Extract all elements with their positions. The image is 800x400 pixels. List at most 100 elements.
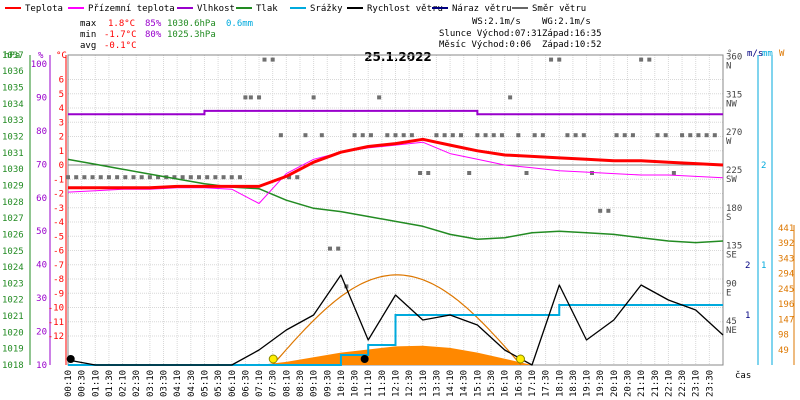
wind-direction-point [557, 57, 562, 62]
chart-axes: hPa% °C ° m/smm Wčas103710361035103410331032… [2, 49, 795, 397]
wind-direction-point [311, 95, 316, 100]
wind-direction-point [319, 133, 324, 138]
tick-celsius: -11 [48, 318, 64, 328]
tick-hpa: 1028 [2, 198, 24, 208]
solar-radiation-area [68, 345, 723, 365]
tick-time: 23:10 [692, 370, 702, 397]
wind-direction-point [704, 133, 709, 138]
wind-direction-point [401, 133, 406, 138]
tick-time: 10:10 [337, 370, 347, 397]
tick-mm: 1 [761, 261, 766, 271]
wind-direction-point [393, 133, 398, 138]
wind-direction-point [696, 133, 701, 138]
tick-time: 21:10 [637, 370, 647, 397]
wind-direction-point [131, 175, 136, 180]
tick-celsius: -2 [53, 190, 64, 200]
tick-ms: 2 [745, 261, 750, 271]
tick-celsius: 1 [59, 147, 64, 157]
wind-direction-point [524, 171, 529, 175]
tick-percent: 10 [36, 361, 47, 371]
legend-label: Přízemní teplota [88, 4, 175, 14]
wind-direction-point [639, 57, 644, 62]
axis-time-label: čas [735, 370, 751, 381]
tick-hpa: 1022 [2, 296, 24, 306]
stats-sun-rise: Slunce Východ:07:31 [439, 29, 542, 39]
wind-direction-point [508, 95, 513, 100]
legend-label: Srážky [310, 4, 343, 14]
tick-hpa: 1034 [2, 100, 24, 110]
wind-direction-point [680, 133, 685, 138]
wind-direction-point [248, 95, 253, 100]
wind-direction-point [459, 133, 463, 138]
wind-speed-line [67, 274, 724, 366]
tick-percent: 40 [36, 261, 47, 271]
wind-direction-point [278, 133, 283, 138]
wind-direction-point [532, 133, 537, 138]
tick-watt: 98 [778, 331, 789, 341]
axis-unit-celsius: °C [56, 51, 67, 61]
wind-direction-point [409, 133, 414, 138]
tick-celsius: 4 [59, 104, 64, 114]
tick-celsius: 2 [59, 133, 64, 143]
tick-hpa: 1030 [2, 165, 24, 175]
tick-direction-name: NE [726, 326, 737, 336]
tick-celsius: -8 [53, 275, 64, 285]
wind-direction-point [475, 133, 480, 138]
wind-direction-point [229, 175, 234, 180]
stats-moon-set: Západ:10:52 [542, 40, 602, 50]
tick-percent: 50 [36, 227, 47, 237]
wind-direction-point [213, 175, 218, 180]
legend-label: Směr větru [532, 4, 586, 14]
tick-percent: 100 [31, 60, 47, 70]
tick-percent: 80 [36, 127, 47, 137]
axis-unit-mm: mm [762, 49, 773, 59]
tick-time: 00:10 [64, 370, 74, 397]
wind-direction-point [188, 175, 193, 180]
axis-unit-percent: % [38, 51, 44, 61]
tick-time: 13:30 [432, 370, 442, 397]
tick-direction-degrees: 135 [726, 242, 742, 252]
wind-direction-point [622, 133, 627, 138]
humidity-line [68, 109, 723, 116]
wind-direction-point [385, 133, 390, 138]
wind-direction-point [663, 133, 668, 138]
tick-direction-degrees: 270 [726, 128, 742, 138]
tick-time: 18:10 [555, 370, 565, 397]
tick-direction-degrees: 45 [726, 317, 737, 327]
wind-direction-point [287, 175, 292, 180]
wind-direction-point [295, 175, 300, 180]
wind-direction-point [671, 171, 676, 175]
wind-direction-point [630, 133, 635, 138]
stats-wind-gust: WG:2.1m/s [542, 17, 591, 27]
tick-hpa: 1031 [2, 149, 24, 159]
tick-percent: 90 [36, 93, 47, 103]
stats-avg-label: avg [80, 41, 96, 51]
wind-direction-point [328, 246, 332, 251]
tick-hpa: 1021 [2, 312, 24, 322]
wind-direction-point [606, 208, 611, 213]
stats-max-pressure: 1030.6hPa [167, 19, 216, 29]
tick-celsius: 6 [59, 76, 64, 86]
tick-direction-name: E [726, 288, 731, 298]
tick-watt: 196 [778, 300, 794, 310]
tick-hpa: 1020 [2, 328, 24, 338]
wind-direction-point [442, 133, 447, 138]
wind-direction-point [336, 246, 341, 251]
wind-direction-point [614, 133, 619, 138]
wind-direction-point [377, 95, 382, 100]
tick-hpa: 1032 [2, 133, 24, 143]
tick-time: 15:10 [473, 370, 483, 397]
wind-direction-point [172, 175, 177, 180]
stats-min-temp: -1.7°C [104, 30, 137, 40]
tick-time: 00:30 [78, 370, 88, 397]
wind-direction-point [257, 95, 262, 100]
tick-direction-name: N [726, 62, 731, 72]
tick-time: 15:30 [487, 370, 497, 397]
tick-time: 16:30 [514, 370, 524, 397]
tick-time: 23:30 [705, 370, 715, 397]
tick-percent: 30 [36, 294, 47, 304]
tick-time: 13:10 [419, 370, 429, 397]
wind-direction-point [516, 133, 521, 138]
tick-time: 17:30 [542, 370, 552, 397]
